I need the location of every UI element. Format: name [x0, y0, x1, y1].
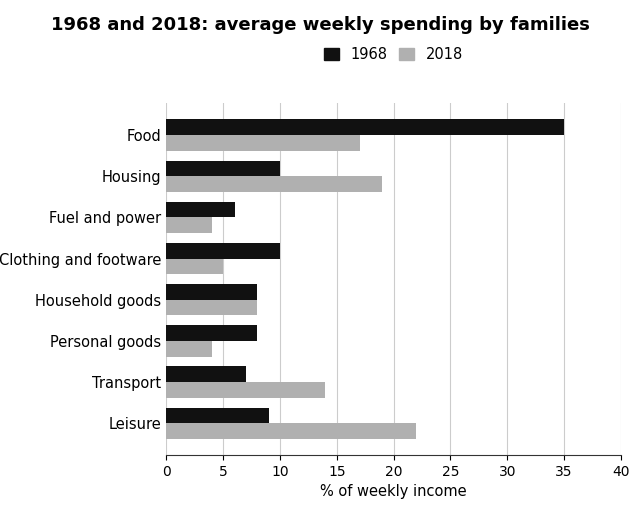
Text: 1968 and 2018: average weekly spending by families: 1968 and 2018: average weekly spending b… — [51, 16, 589, 34]
Bar — [166, 284, 257, 300]
Bar — [166, 218, 212, 233]
Bar — [166, 119, 564, 135]
Bar — [166, 258, 223, 274]
Bar — [166, 325, 257, 341]
Bar — [166, 408, 269, 423]
Bar — [166, 382, 326, 398]
Bar — [166, 176, 382, 192]
X-axis label: % of weekly income: % of weekly income — [320, 484, 467, 499]
Bar — [166, 300, 257, 315]
Bar — [166, 161, 280, 176]
Bar — [166, 341, 212, 357]
Bar — [166, 367, 246, 382]
Bar — [166, 135, 360, 150]
Legend: 1968, 2018: 1968, 2018 — [324, 48, 463, 63]
Bar — [166, 202, 235, 218]
Bar — [166, 423, 417, 439]
Bar — [166, 243, 280, 258]
